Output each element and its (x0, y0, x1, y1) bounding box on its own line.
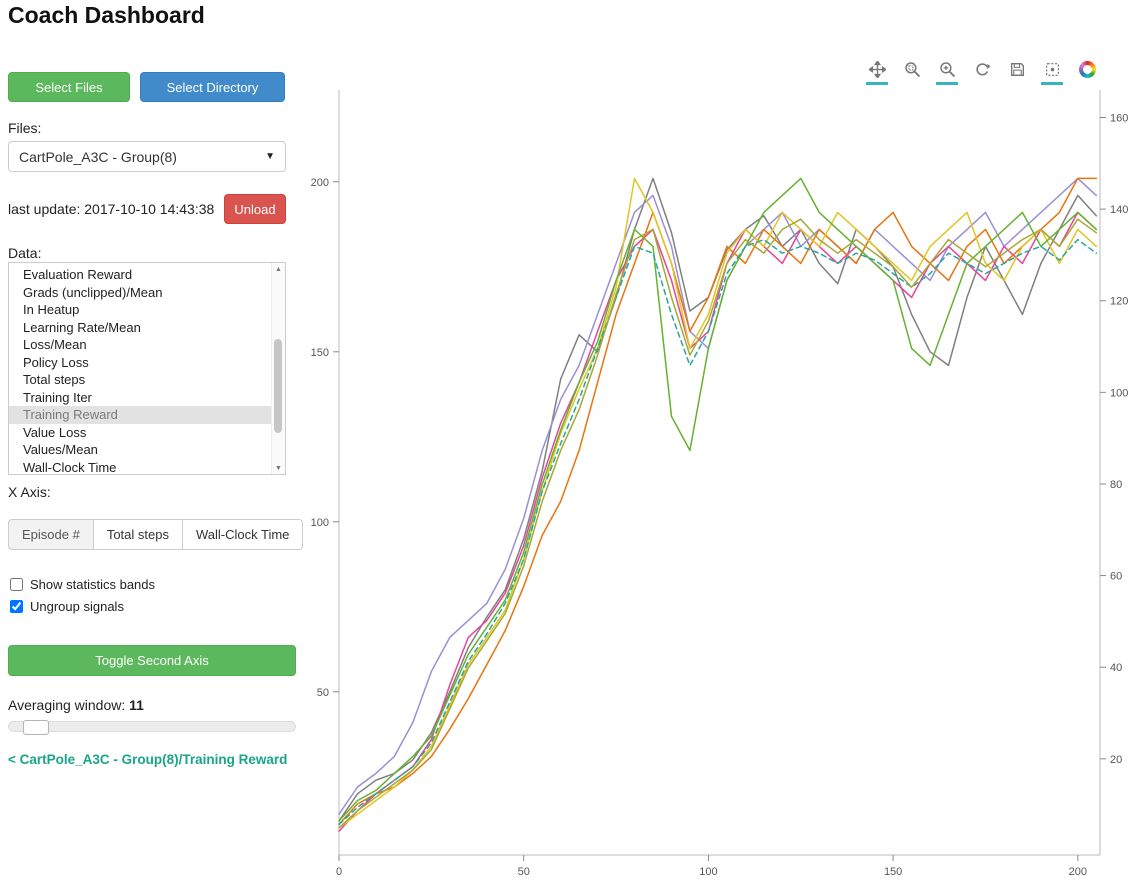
data-label: Data: (8, 245, 42, 261)
averaging-window-row: Averaging window: 11 (8, 697, 144, 713)
save-tool[interactable] (1006, 58, 1028, 85)
dropdown-caret-icon: ▼ (265, 151, 275, 162)
ungroup-label: Ungroup signals (30, 599, 124, 614)
y-axis-right-tick-label: 120 (1110, 296, 1128, 308)
data-list-item[interactable]: Evaluation Reward (23, 267, 133, 282)
y-axis-left-tick-label: 100 (311, 517, 329, 529)
hover-tool[interactable] (1041, 58, 1063, 85)
line-signal-5 (338, 177, 1098, 829)
line-signal-8 (338, 218, 1098, 829)
plot-toolbar (866, 58, 1098, 85)
select-directory-button[interactable]: Select Directory (140, 72, 285, 102)
wheel-zoom-tool[interactable] (936, 58, 958, 85)
show-stats-checkbox[interactable] (10, 578, 23, 591)
data-list-items: Evaluation Reward Grads (unclipped)/Mean I… (9, 263, 285, 475)
averaging-window-slider[interactable] (8, 720, 296, 735)
data-list-item[interactable]: In Heatup (23, 302, 80, 317)
data-list-scrollbar[interactable]: ▲ ▼ (271, 263, 285, 474)
scrollbar-thumb[interactable] (274, 339, 282, 433)
x-axis-tick-label: 0 (336, 866, 342, 878)
x-axis-tick-label: 50 (518, 866, 530, 878)
y-axis-right-tick-label: 140 (1110, 204, 1128, 216)
y-axis-right-tick-label: 100 (1110, 387, 1128, 399)
x-axis-option[interactable]: Wall-Clock Time (181, 519, 304, 550)
x-axis-tick-label: 100 (699, 866, 717, 878)
data-list-item[interactable]: Training Iter (23, 389, 92, 405)
data-list-item[interactable]: Wall-Clock Time (23, 459, 117, 475)
scroll-up-icon[interactable]: ▲ (275, 266, 282, 273)
page-title: Coach Dashboard (8, 2, 205, 28)
files-dropdown[interactable]: CartPole_A3C - Group(8) ▼ (8, 141, 286, 172)
data-list-item[interactable]: Values/Mean (23, 442, 98, 457)
bokeh-logo[interactable] (1076, 58, 1098, 85)
files-dropdown-value: CartPole_A3C - Group(8) (19, 148, 177, 165)
data-list-item[interactable]: Grads (unclipped)/Mean (23, 284, 163, 300)
y-axis-left-tick-label: 200 (311, 177, 329, 189)
x-axis-option[interactable]: Episode # (8, 519, 94, 550)
y-axis-right-tick-label: 40 (1110, 662, 1122, 674)
x-axis-tick-label: 150 (884, 866, 902, 878)
x-axis-label: X Axis: (8, 484, 51, 500)
line-signal-4 (338, 177, 1098, 826)
data-list-item[interactable]: Value Loss (23, 424, 87, 440)
x-axis-option[interactable]: Total steps (92, 519, 183, 550)
ungroup-checkbox[interactable] (10, 600, 23, 613)
y-axis-left-tick-label: 50 (317, 687, 329, 699)
select-files-button[interactable]: Select Files (8, 72, 130, 102)
y-axis-left-tick-label: 150 (311, 347, 329, 359)
line-signal-6 (338, 177, 1098, 822)
unload-button[interactable]: Unload (224, 194, 286, 224)
y-axis-right-tick-label: 60 (1110, 571, 1122, 583)
breadcrumb[interactable]: < CartPole_A3C - Group(8)/Training Rewar… (8, 752, 288, 767)
box-zoom-tool[interactable] (901, 58, 923, 85)
show-stats-label: Show statistics bands (30, 577, 156, 592)
x-axis-group: Episode # Total steps Wall-Clock Time (8, 519, 304, 550)
line-signal-7 (338, 238, 1098, 826)
reset-tool[interactable] (971, 58, 993, 85)
data-list-item[interactable]: Policy Loss (23, 354, 89, 370)
y-axis-right-tick-label: 160 (1110, 112, 1128, 124)
data-list-item[interactable]: Training Reward (9, 406, 285, 424)
bokeh-logo-ring (1078, 61, 1096, 78)
y-axis-right-tick-label: 20 (1110, 754, 1122, 766)
pan-tool[interactable] (866, 58, 888, 85)
scroll-down-icon[interactable]: ▼ (275, 465, 282, 472)
data-list-item[interactable]: Total steps (23, 372, 86, 387)
y-axis-right-tick-label: 80 (1110, 479, 1122, 491)
toggle-second-axis-button[interactable]: Toggle Second Axis (8, 645, 296, 676)
files-label: Files: (8, 120, 42, 136)
data-list-item[interactable]: Loss/Mean (23, 337, 87, 352)
data-list[interactable]: Evaluation Reward Grads (unclipped)/Mean I… (8, 262, 286, 475)
x-axis-tick-label: 200 (1069, 866, 1087, 878)
last-update-text: last update: 2017-10-10 14:43:38 (8, 201, 215, 217)
line-signal-3 (338, 211, 1098, 832)
averaging-window-label: Averaging window: (8, 697, 126, 713)
averaging-window-value: 11 (129, 697, 144, 713)
slider-handle[interactable] (23, 720, 49, 735)
data-list-item[interactable]: Learning Rate/Mean (23, 319, 141, 335)
